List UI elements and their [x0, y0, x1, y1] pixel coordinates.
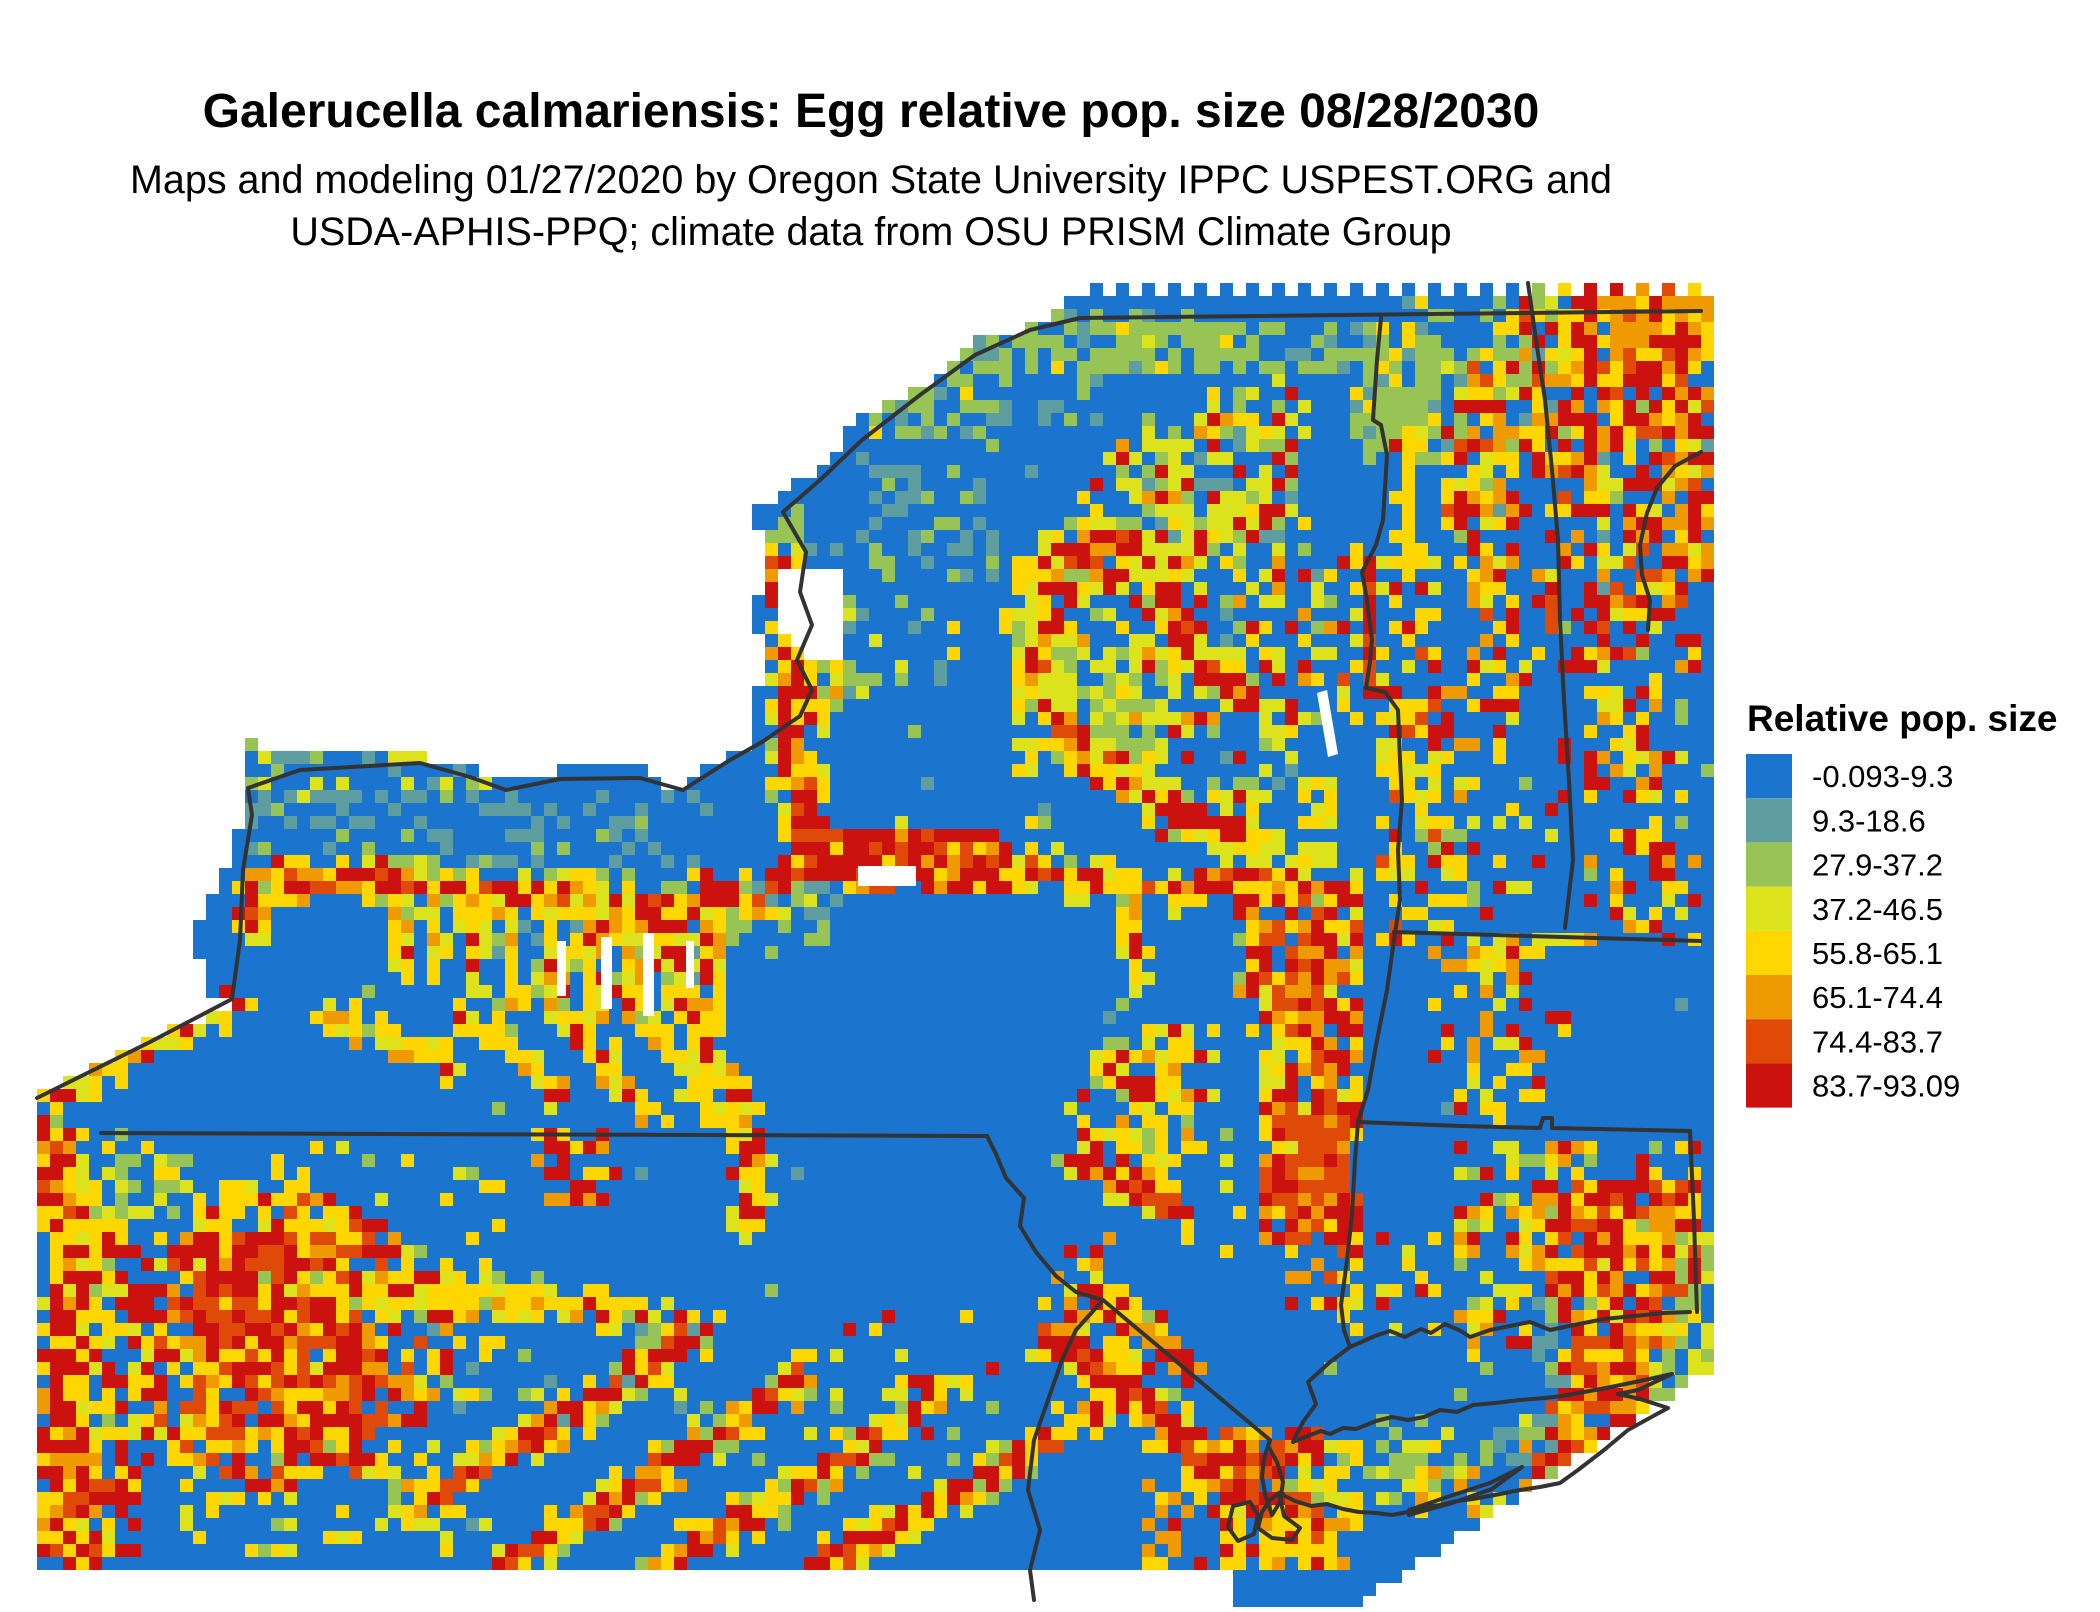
svg-text:55.8-65.1: 55.8-65.1	[1812, 936, 1943, 971]
svg-text:9.3-18.6: 9.3-18.6	[1812, 803, 1926, 838]
svg-text:USDA-APHIS-PPQ; climate data f: USDA-APHIS-PPQ; climate data from OSU PR…	[290, 210, 1451, 254]
svg-text:65.1-74.4: 65.1-74.4	[1812, 980, 1943, 1015]
svg-text:74.4-83.7: 74.4-83.7	[1812, 1024, 1943, 1059]
svg-text:83.7-93.09: 83.7-93.09	[1812, 1069, 1960, 1104]
svg-text:37.2-46.5: 37.2-46.5	[1812, 892, 1943, 927]
svg-text:27.9-37.2: 27.9-37.2	[1812, 848, 1943, 883]
svg-text:Relative pop. size: Relative pop. size	[1747, 698, 2058, 739]
svg-text:-0.093-9.3: -0.093-9.3	[1812, 759, 1953, 794]
svg-text:Galerucella calmariensis: Egg: Galerucella calmariensis: Egg relative p…	[203, 85, 1540, 138]
svg-text:Maps and modeling 01/27/2020 b: Maps and modeling 01/27/2020 by Oregon S…	[130, 158, 1612, 202]
